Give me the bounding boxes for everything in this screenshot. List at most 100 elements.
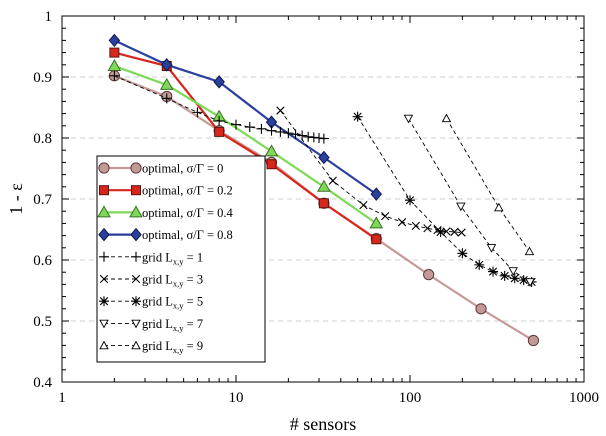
series-9 <box>441 113 535 256</box>
data-point <box>161 58 173 72</box>
legend-marker <box>131 185 141 196</box>
data-point <box>371 234 382 245</box>
data-point <box>214 115 225 126</box>
data-point <box>244 122 255 133</box>
data-point <box>214 126 225 137</box>
series-8 <box>403 114 535 287</box>
data-point <box>159 77 174 90</box>
data-point <box>264 144 279 157</box>
data-point <box>314 133 325 143</box>
data-point <box>359 200 368 210</box>
data-point <box>192 107 203 118</box>
legend: optimal, σ/Γ = 0 optimal, σ/Γ = 0.2 optima… <box>96 155 266 363</box>
data-point <box>303 131 314 142</box>
data-point <box>423 269 435 281</box>
data-point <box>318 198 329 209</box>
legend-marker <box>99 296 109 307</box>
data-point <box>457 228 466 237</box>
legend-entry: optimal, σ/Γ = 0.2 <box>99 184 233 198</box>
data-point <box>397 218 407 227</box>
legend-marker <box>98 162 110 174</box>
data-point <box>318 150 330 165</box>
data-point <box>499 270 510 281</box>
legend-label: optimal, σ/Γ = 0.4 <box>142 206 234 220</box>
data-point <box>275 126 286 137</box>
y-axis-title: 1 - ε <box>6 183 26 215</box>
data-point <box>486 244 497 253</box>
data-point <box>369 216 384 229</box>
data-point <box>488 266 499 277</box>
legend-marker <box>99 251 109 262</box>
legend-label: optimal, σ/Γ = 0.8 <box>142 228 233 242</box>
y-tick-label: 0.7 <box>33 192 52 208</box>
data-point <box>266 159 277 170</box>
legend-marker <box>131 319 141 329</box>
legend-marker <box>99 185 109 196</box>
data-point <box>527 334 540 347</box>
x-tick-label: 1000 <box>569 390 599 406</box>
legend-marker <box>131 274 141 284</box>
data-point <box>109 70 120 81</box>
y-tick-label: 1 <box>45 9 53 25</box>
data-point <box>518 275 529 286</box>
legend-marker <box>99 274 109 284</box>
data-point <box>231 119 241 130</box>
series-2 <box>109 47 382 245</box>
data-point <box>256 123 267 134</box>
series-line <box>113 39 377 196</box>
data-point <box>109 47 120 58</box>
data-point <box>213 75 225 89</box>
series-layer <box>107 33 540 347</box>
legend-label: grid Lx,y = 9 <box>142 339 203 355</box>
legend-label: optimal, σ/Γ = 0 <box>142 162 223 176</box>
series-line <box>280 110 462 233</box>
data-point <box>450 227 459 237</box>
series-line <box>114 75 324 140</box>
data-point <box>266 125 277 136</box>
data-point <box>108 33 121 48</box>
legend-marker <box>99 340 109 350</box>
data-point <box>381 211 390 221</box>
data-point <box>405 195 415 206</box>
data-point <box>107 59 122 72</box>
data-point <box>276 106 285 115</box>
data-point <box>352 111 363 122</box>
data-point <box>456 202 466 212</box>
data-point <box>475 303 487 315</box>
legend-label: grid Lx,y = 3 <box>142 273 203 289</box>
y-tick-label: 0.4 <box>33 375 52 391</box>
data-point <box>317 179 331 192</box>
legend-label: grid Lx,y = 1 <box>142 250 203 266</box>
legend-marker <box>98 227 110 242</box>
legend-entry: grid Lx,y = 7 <box>99 317 203 333</box>
x-tick-label: 100 <box>399 390 422 406</box>
legend-marker <box>131 296 141 307</box>
series-7 <box>352 111 537 287</box>
data-point <box>525 278 535 287</box>
x-axis-title: # sensors <box>290 414 357 434</box>
series-5 <box>109 70 329 144</box>
series-4 <box>108 33 383 201</box>
x-tick-label: 10 <box>229 390 244 406</box>
legend-marker <box>130 162 142 174</box>
data-point <box>494 202 504 212</box>
legend-entry: optimal, σ/Γ = 0 <box>98 162 223 176</box>
data-point <box>161 93 172 104</box>
legend-label: grid Lx,y = 5 <box>142 295 203 311</box>
legend-marker <box>129 205 143 218</box>
legend-entry: grid Lx,y = 5 <box>99 295 203 311</box>
data-point <box>318 133 329 144</box>
legend-entry: grid Lx,y = 3 <box>99 273 203 289</box>
data-point <box>370 187 383 201</box>
legend-marker <box>131 251 141 262</box>
data-point <box>457 248 468 259</box>
y-tick-label: 0.5 <box>33 314 52 330</box>
series-3 <box>107 59 384 229</box>
x-tick-label: 1 <box>58 390 66 406</box>
legend-marker <box>97 205 111 218</box>
data-point <box>474 259 485 270</box>
legend-label: optimal, σ/Γ = 0.2 <box>142 184 233 198</box>
data-point <box>524 246 535 256</box>
data-point <box>328 176 337 185</box>
legend-marker <box>131 340 141 350</box>
